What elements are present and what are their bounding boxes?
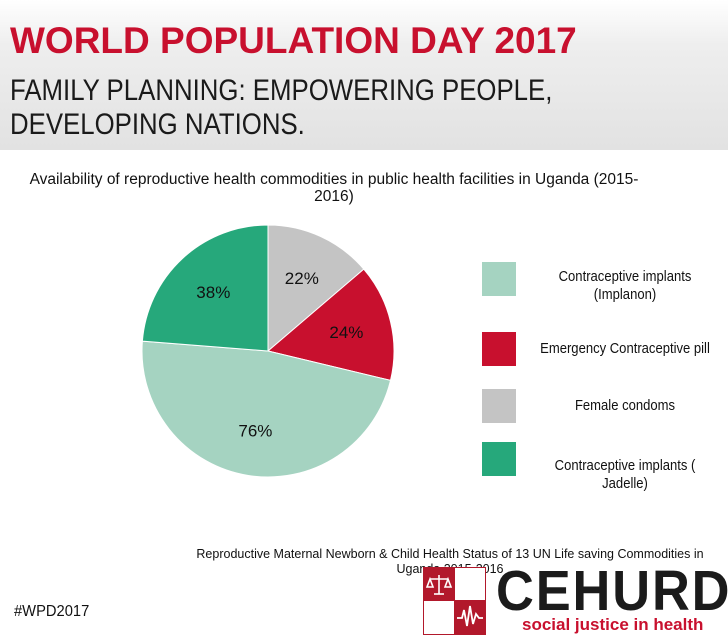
legend-swatch <box>482 332 516 366</box>
cehurd-logo-icon <box>423 567 486 635</box>
legend-swatch <box>482 442 516 476</box>
chart-legend: Contraceptive implants (Implanon) Emerge… <box>482 262 728 492</box>
legend-swatch <box>482 389 516 423</box>
legend-swatch <box>482 262 516 296</box>
logo-name: CEHURD <box>496 559 728 623</box>
page-subtitle: FAMILY PLANNING: EMPOWERING PEOPLE, DEVE… <box>10 74 553 141</box>
pie-label-jadelle: 38% <box>196 283 230 302</box>
legend-label: Female condoms <box>574 398 676 414</box>
legend-label: Emergency Contraceptive pill <box>540 341 710 357</box>
pie-label-emergency-pill: 24% <box>329 323 363 342</box>
legend-label: Contraceptive implants ( Jadelle) <box>554 458 696 492</box>
legend-label: Contraceptive implants (Implanon) <box>558 269 692 303</box>
header-band <box>0 0 728 150</box>
logo-tagline: social justice in health <box>522 615 704 634</box>
pie-slice-implanon <box>141 340 392 478</box>
pie-label-female-condoms: 22% <box>285 269 319 288</box>
pie-slice-female-condoms <box>267 224 365 353</box>
pie-label-implanon: 76% <box>238 422 272 441</box>
pie-slice-emergency-pill <box>266 268 395 382</box>
chart-title: Availability of reproductive health comm… <box>29 171 639 205</box>
main-title: WORLD POPULATION DAY 2017 <box>10 20 577 61</box>
hashtag: #WPD2017 <box>14 603 90 620</box>
pie-slice-jadelle <box>141 224 269 352</box>
